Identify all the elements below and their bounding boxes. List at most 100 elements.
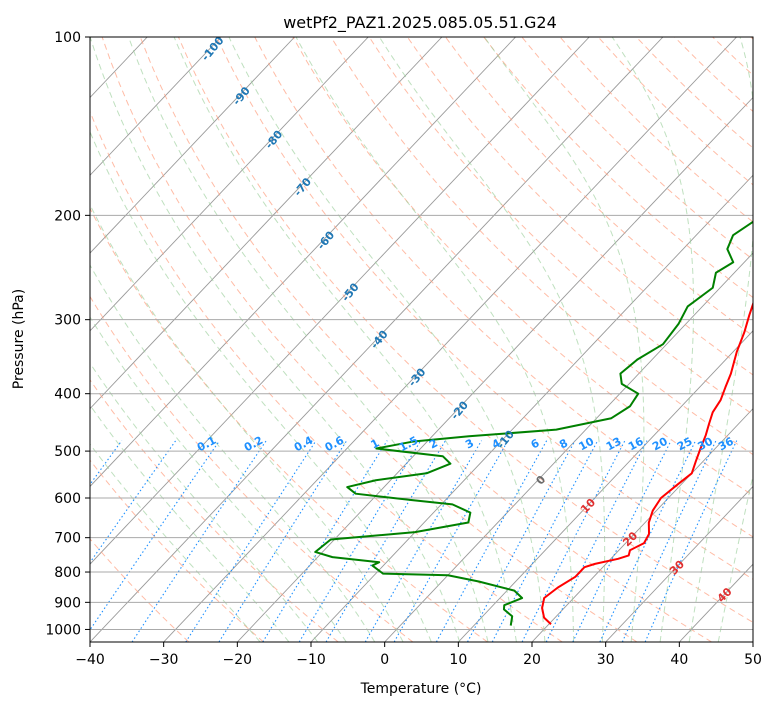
mixing-ratio-line [90,440,221,631]
dry-adiabat-line [90,459,264,642]
x-tick-label: 50 [744,652,762,668]
profile-series-line [314,220,753,626]
x-tick-label: −20 [223,652,253,668]
moist-adiabat-line [483,37,645,642]
isoline-label: -20 [448,398,471,422]
moist-adiabat-line [295,37,575,642]
y-tick-label: 300 [54,313,81,329]
mixing-ratio-line [393,440,509,642]
isotherm-line [90,37,516,488]
y-tick-label: 800 [54,565,81,581]
isotherm-line [237,96,753,642]
isoline-label: 30 [695,435,715,454]
dry-adiabat-line [90,295,414,642]
y-tick-label: 100 [54,30,81,46]
mixing-ratio-line [131,440,267,642]
isoline-label: 30 [667,557,687,577]
dry-adiabat-line [445,37,753,337]
moist-adiabat-line [90,203,404,642]
mixing-ratio-line [325,440,446,642]
mixing-ratio-line [435,440,548,642]
mixing-ratio-line [572,440,672,642]
background-lines [90,37,753,642]
mixing-ratio-line [298,440,422,642]
isotherm-line [90,37,443,410]
y-tick-label: 1000 [45,622,81,638]
dry-adiabat-line [90,378,339,642]
x-tick-label: 20 [523,652,541,668]
profile-series-line [541,301,753,625]
x-tick-label: 30 [597,652,615,668]
chart-title: wetPf2_PAZ1.2025.085.05.51.G24 [283,13,557,33]
isotherm-line [679,563,753,642]
moist-adiabat-line [90,404,290,642]
dry-adiabat-line [216,37,753,580]
moist-adiabat-line [90,37,461,642]
mixing-ratio-line [644,440,738,642]
isotherm-line [458,330,753,642]
moist-adiabat-line [228,37,546,642]
pressure-gridlines [90,37,753,630]
moist-adiabat-line [90,443,261,642]
isotherm-line [90,37,590,565]
isotherm-line [163,37,737,642]
dry-adiabat-line [750,37,753,40]
profile-lines [314,220,753,626]
mixing-ratio-line [599,440,697,642]
isoline-label: 20 [650,435,670,454]
isoline-label: -90 [230,84,253,108]
isoline-label: 36 [716,435,736,454]
x-axis-title: Temperature (°C) [360,681,482,697]
mixing-ratio-line [185,440,317,642]
isoline-label: 25 [675,435,695,454]
isotherm-line [605,485,753,642]
y-axis-title: Pressure (hPa) [11,289,27,389]
isoline-label: 10 [577,435,597,454]
dry-adiabat-line [90,110,563,642]
plot-frame [89,36,754,643]
x-tick-label: −30 [149,652,179,668]
dry-adiabat-line [292,37,753,496]
dry-adiabat-line [254,37,753,538]
isoline-label: -50 [339,280,362,304]
dry-adiabat-line [597,37,753,186]
y-tick-label: 700 [54,531,81,547]
isoline-label: -60 [315,228,338,252]
moist-adiabat-line [90,362,319,642]
mixing-ratio-line [521,440,626,642]
x-tick-label: 0 [380,652,389,668]
isoline-label: -80 [263,128,286,152]
x-tick-label: 40 [670,652,688,668]
dry-adiabat-line [139,37,712,642]
dry-adiabat-line [635,37,753,149]
isoline-label: 13 [604,435,624,454]
isoline-label: 0 [533,473,548,487]
moist-adiabat-line [173,37,517,642]
dry-adiabat-line [90,207,488,642]
isotherm-line [384,252,753,642]
mixing-ratio-line [364,440,483,642]
isoline-label: 6 [529,436,542,451]
y-tick-label: 400 [54,387,81,403]
isoline-label: -30 [406,365,429,389]
isotherm-line [90,37,664,642]
isoline-label: 16 [626,435,646,454]
x-axis: −40 −30 −20 −10 0 10 20 30 40 50 [75,642,762,668]
moist-adiabat-line [688,37,753,642]
y-tick-label: 900 [54,595,81,611]
mixing-ratio-line [262,440,388,642]
y-axis: 1000 900 800 700 600 500 400 300 200 100 [45,30,90,638]
dry-adiabat-line [90,538,190,642]
y-tick-label: 200 [54,208,81,224]
moist-adiabat-line [717,473,753,642]
mixing-ratio-line [545,440,648,642]
x-tick-label: −10 [296,652,326,668]
y-tick-label: 500 [54,444,81,460]
y-tick-label: 600 [54,491,81,507]
moist-adiabat-line [611,37,695,642]
isoline-label: 10 [578,496,598,516]
mixing-ratio-line [621,440,717,642]
isoline-label: -40 [368,328,391,352]
mixing-ratio-line [90,440,177,564]
